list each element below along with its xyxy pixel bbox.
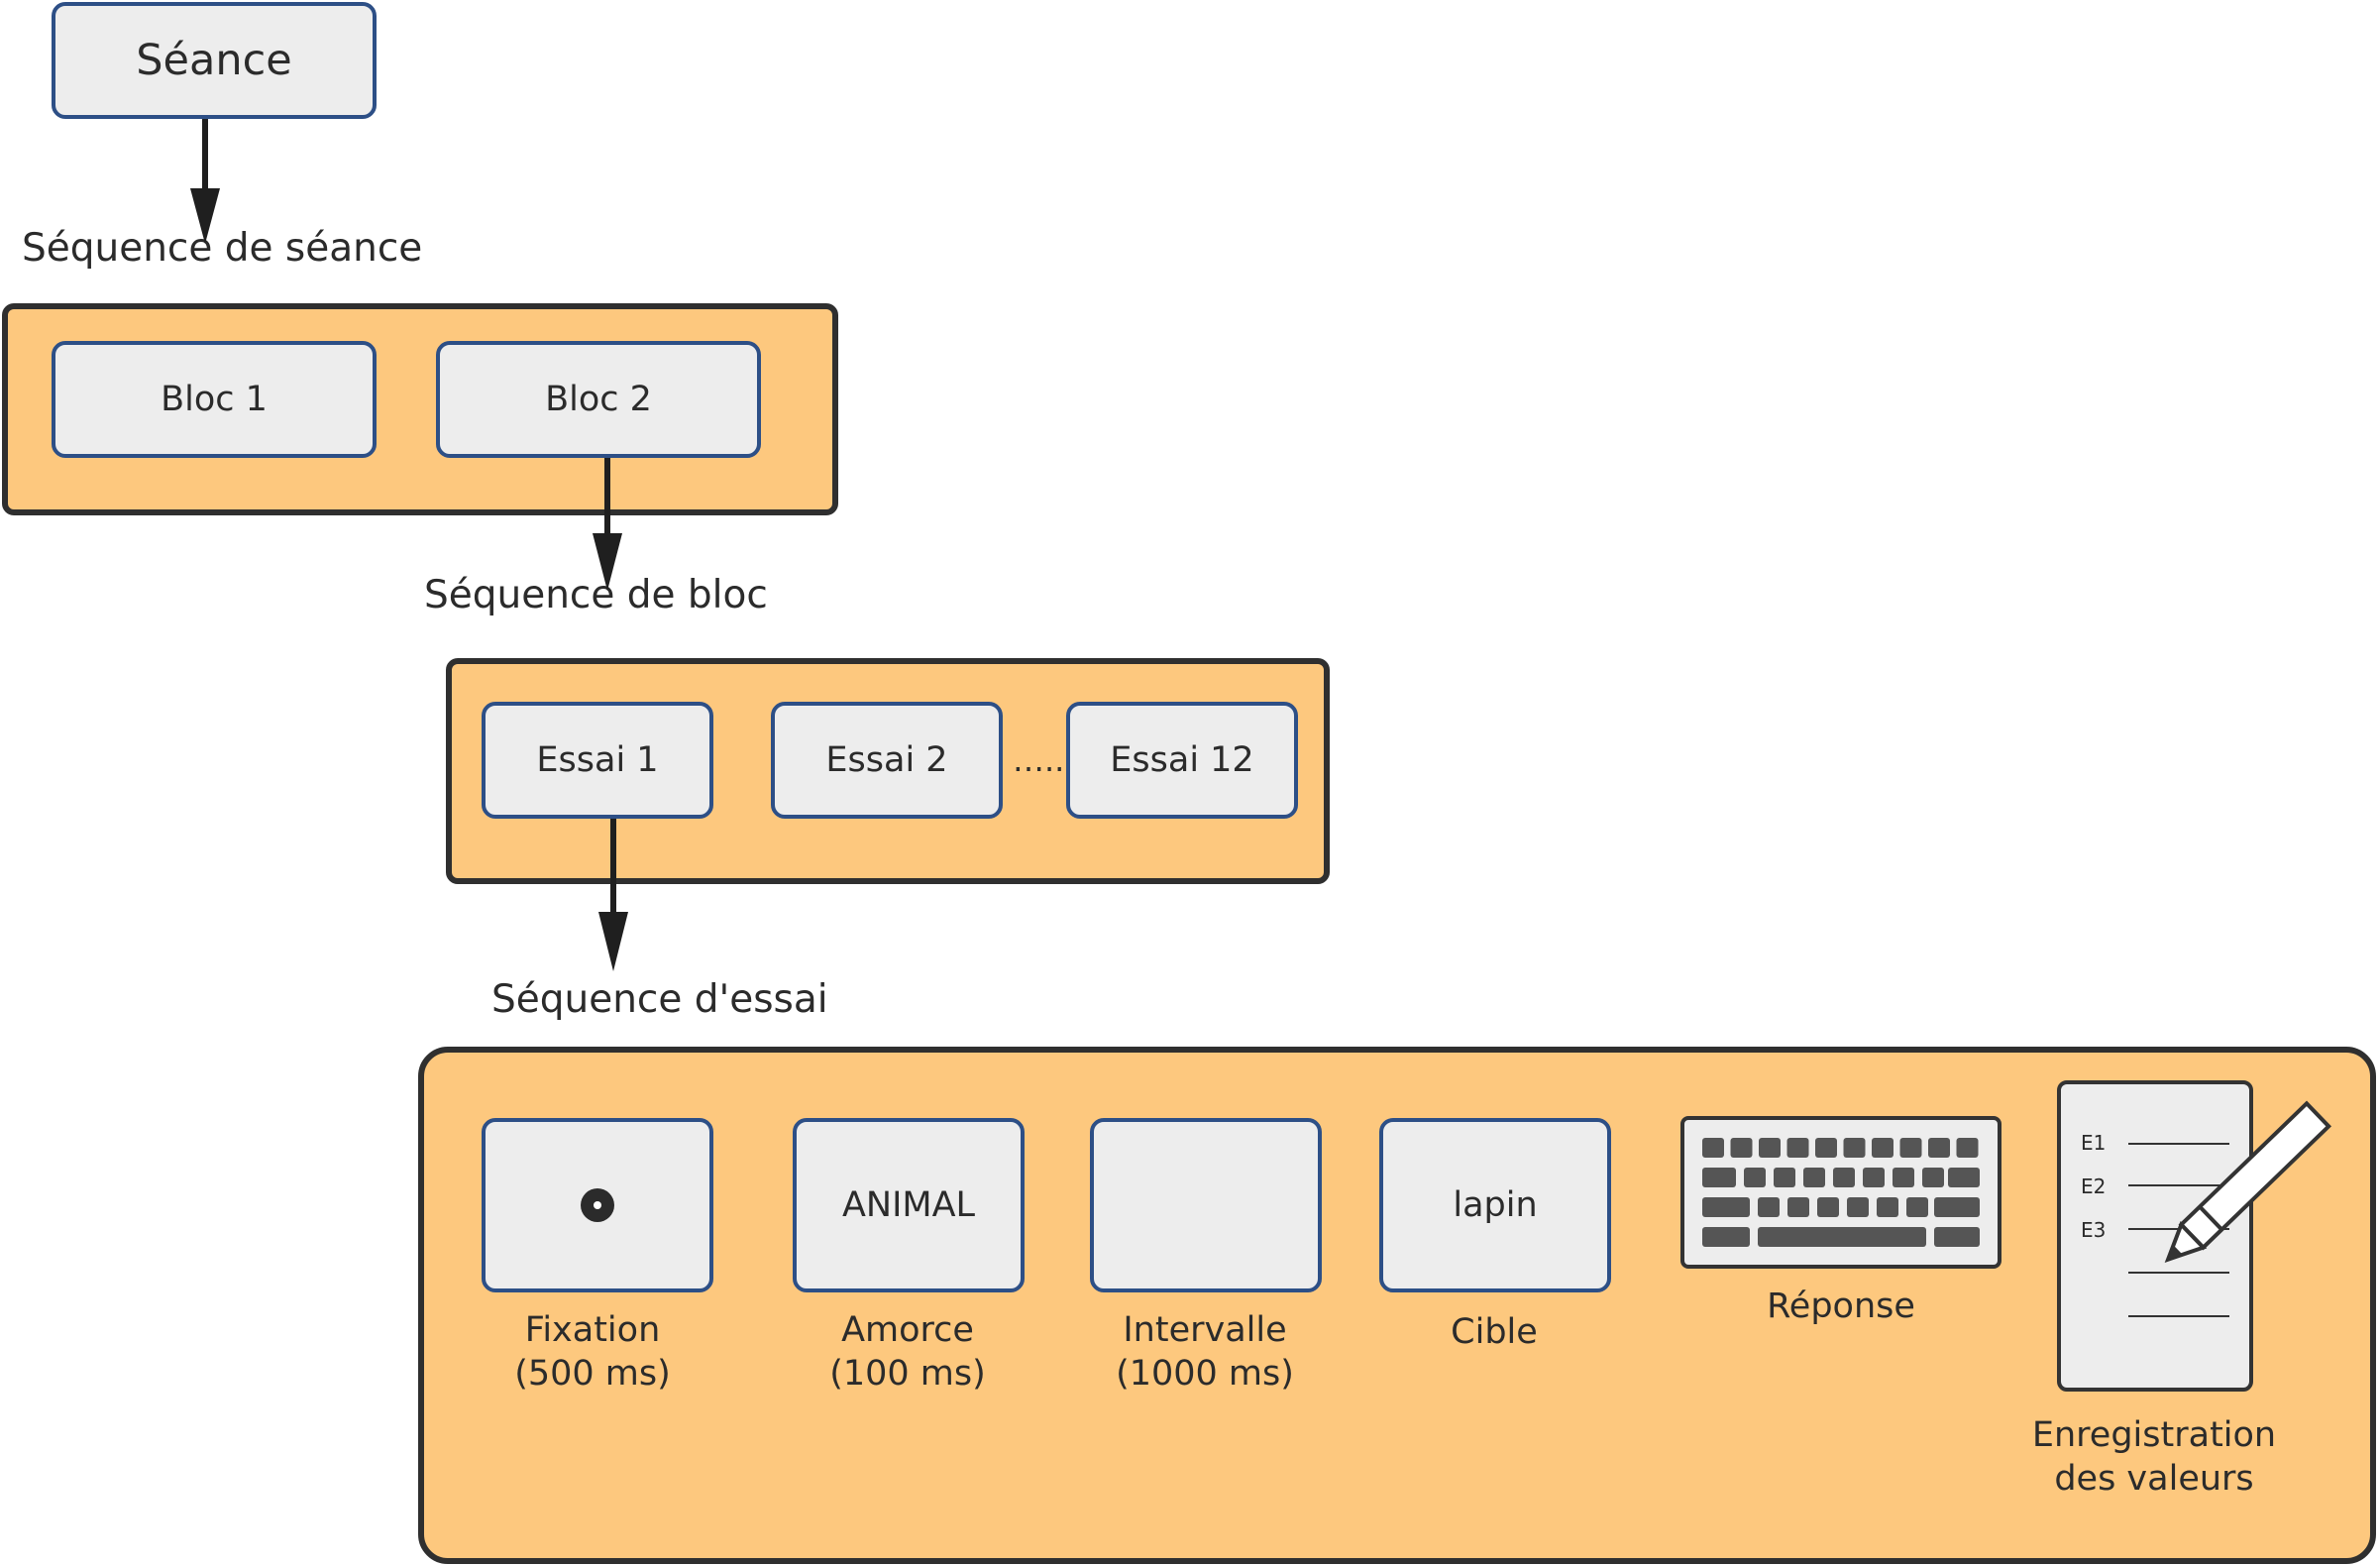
arrow-head-1: [190, 188, 220, 244]
keyboard-key: [1899, 1138, 1922, 1158]
keyboard-key: [1817, 1197, 1839, 1217]
keyboard-key: [1877, 1197, 1898, 1217]
trial-12-box: Essai 12: [1066, 702, 1298, 819]
trials-ellipsis: …..: [1013, 741, 1065, 779]
fixation-screen: [482, 1118, 713, 1292]
keyboard-key: [1702, 1197, 1750, 1217]
keyboard-key: [1906, 1197, 1928, 1217]
fixation-point-icon: [581, 1188, 614, 1222]
keyboard-spacebar: [1758, 1227, 1926, 1247]
fixation-name: Fixation: [524, 1310, 661, 1350]
interval-name: Intervalle: [1123, 1310, 1287, 1350]
target-name: Cible: [1451, 1312, 1538, 1352]
trial-2-label: Essai 2: [825, 740, 948, 780]
keyboard-key: [1934, 1197, 1980, 1217]
response-name: Réponse: [1767, 1286, 1915, 1326]
prime-name: Amorce: [841, 1310, 974, 1350]
pencil-icon: [2164, 1100, 2332, 1263]
target-screen-text: lapin: [1453, 1185, 1538, 1225]
keyboard-key: [1758, 1197, 1780, 1217]
keyboard-key: [1863, 1168, 1885, 1187]
arrow-head-3: [598, 912, 628, 971]
target-screen: lapin: [1379, 1118, 1611, 1292]
keyboard-key: [1702, 1168, 1736, 1187]
keyboard-key: [1702, 1227, 1750, 1247]
keyboard-key: [1922, 1168, 1944, 1187]
trial-1-label: Essai 1: [536, 740, 659, 780]
keyboard-key: [1815, 1138, 1837, 1158]
recording-caption: Enregistration des valeurs: [2032, 1413, 2276, 1501]
target-caption: Cible: [1451, 1310, 1538, 1354]
keyboard-key: [1702, 1138, 1724, 1158]
keyboard-key: [1730, 1138, 1753, 1158]
interval-screen: [1090, 1118, 1322, 1292]
seance-box: Séance: [52, 2, 377, 119]
block-1-label: Bloc 1: [161, 380, 268, 419]
keyboard-key: [1774, 1168, 1795, 1187]
session-sequence-label: Séquence de séance: [22, 226, 423, 271]
response-caption: Réponse: [1767, 1285, 1915, 1328]
block-2-box: Bloc 2: [436, 341, 761, 458]
keyboard-key: [1843, 1138, 1866, 1158]
block-1-box: Bloc 1: [52, 341, 377, 458]
recording-line2: des valeurs: [2054, 1459, 2254, 1499]
keyboard-key: [1759, 1138, 1781, 1158]
block-sequence-label: Séquence de bloc: [424, 573, 768, 617]
keyboard-key: [1872, 1138, 1893, 1158]
trial-1-box: Essai 1: [482, 702, 713, 819]
fixation-duration: (500 ms): [514, 1354, 671, 1394]
trial-2-box: Essai 2: [771, 702, 1003, 819]
fixation-caption: Fixation (500 ms): [514, 1308, 671, 1396]
trial-12-label: Essai 12: [1110, 740, 1254, 780]
keyboard-key: [1934, 1227, 1980, 1247]
prime-caption: Amorce (100 ms): [829, 1308, 986, 1396]
keyboard-key: [1803, 1168, 1825, 1187]
interval-duration: (1000 ms): [1116, 1354, 1294, 1394]
prime-duration: (100 ms): [829, 1354, 986, 1394]
block-2-label: Bloc 2: [545, 380, 652, 419]
arrow-head-2: [593, 533, 622, 591]
keyboard-key: [1956, 1138, 1979, 1158]
prime-screen: ANIMAL: [793, 1118, 1025, 1292]
keyboard-key: [1847, 1197, 1869, 1217]
keyboard-key: [1893, 1168, 1914, 1187]
interval-caption: Intervalle (1000 ms): [1116, 1308, 1294, 1396]
recording-line1: Enregistration: [2031, 1415, 2277, 1455]
keyboard-key: [1928, 1138, 1950, 1158]
prime-screen-text: ANIMAL: [841, 1185, 976, 1225]
seance-label: Séance: [136, 36, 292, 85]
keyboard-key: [1744, 1168, 1766, 1187]
form-row-e1: E1: [2081, 1131, 2106, 1155]
form-row-e3: E3: [2081, 1218, 2106, 1242]
trial-sequence-label: Séquence d'essai: [491, 977, 828, 1022]
keyboard-key: [1787, 1197, 1809, 1217]
keyboard-key: [1948, 1168, 1980, 1187]
keyboard-key: [1833, 1168, 1855, 1187]
keyboard-key: [1786, 1138, 1809, 1158]
form-row-e2: E2: [2081, 1174, 2106, 1198]
